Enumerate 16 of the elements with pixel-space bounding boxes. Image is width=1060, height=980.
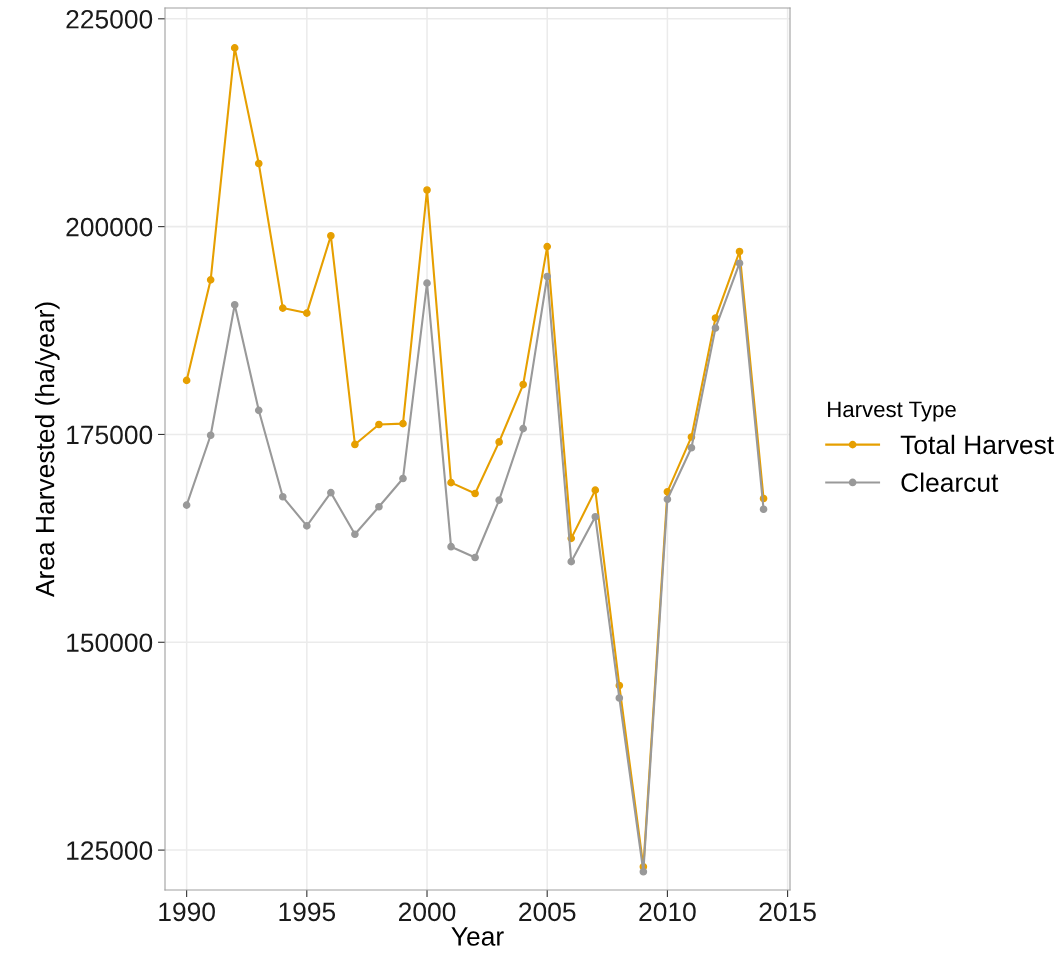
y-axis-title: Area Harvested (ha/year) xyxy=(34,302,60,598)
x-tick-label: 1990 xyxy=(159,902,215,922)
legend-title: Harvest Type xyxy=(828,401,956,422)
y-tick-label: 175000 xyxy=(67,425,153,445)
y-tick-label: 225000 xyxy=(66,9,153,29)
legend-label: Total Harvest xyxy=(900,434,1054,455)
x-tick-label: 2000 xyxy=(399,902,456,922)
x-tick-label: 2005 xyxy=(519,902,576,922)
x-tick-label: 1995 xyxy=(279,902,336,922)
y-tick-label: 125000 xyxy=(67,841,153,860)
x-tick-label: 2015 xyxy=(759,902,816,922)
y-tick-label: 200000 xyxy=(66,217,153,237)
x-axis-title: Year xyxy=(451,927,504,946)
x-tick-label: 2010 xyxy=(639,902,696,922)
legend-label: Clearcut xyxy=(901,472,999,492)
y-tick-label: 150000 xyxy=(67,633,153,653)
